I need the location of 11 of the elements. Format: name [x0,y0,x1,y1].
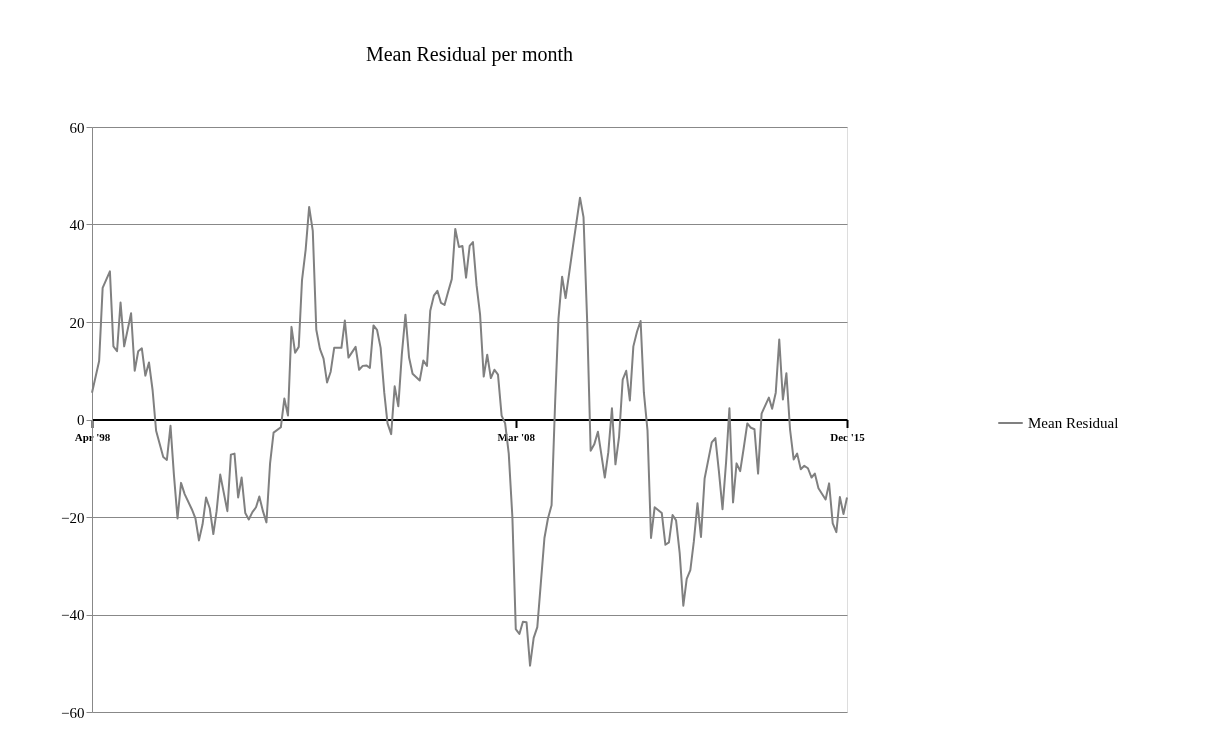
y-tick-label: 0 [77,412,85,428]
y-tick-label: −20 [61,509,85,526]
y-tick-label: 40 [69,217,85,233]
y-tick-label: −60 [61,704,85,721]
x-tick-label: Apr '98 [74,431,111,443]
y-tick-label: −40 [61,607,85,623]
legend-label: Mean Residual [1028,415,1119,431]
chart-title: Mean Residual per month [365,43,574,66]
x-tick-label: Dec '15 [830,431,866,443]
y-tick-label: 20 [69,314,85,331]
y-tick-label: 60 [69,119,85,136]
